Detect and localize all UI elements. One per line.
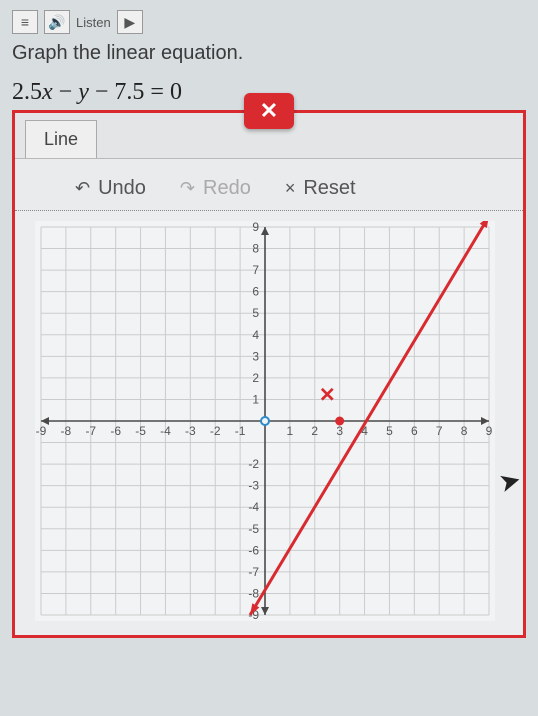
svg-text:9: 9: [252, 221, 259, 234]
svg-text:-6: -6: [248, 543, 259, 557]
cursor-icon: ➤: [496, 464, 525, 500]
svg-text:3: 3: [336, 424, 343, 438]
tab-line[interactable]: Line: [25, 120, 97, 158]
redo-icon: ↷: [180, 178, 195, 199]
redo-label: Redo: [203, 177, 251, 200]
graph-panel: ✕ Line ↶ Undo ↷ Redo × Reset -9-8-7-6-5-…: [12, 110, 526, 638]
coordinate-grid[interactable]: -9-8-7-6-5-4-3-2-1123456789-9-8-7-6-5-4-…: [35, 221, 495, 621]
svg-text:-9: -9: [36, 424, 47, 438]
svg-text:6: 6: [252, 285, 259, 299]
svg-text:8: 8: [252, 242, 259, 256]
svg-text:-3: -3: [185, 424, 196, 438]
svg-text:-3: -3: [248, 479, 259, 493]
toolbar: ↶ Undo ↷ Redo × Reset: [15, 159, 523, 211]
next-icon[interactable]: ▶: [117, 10, 143, 34]
svg-text:1: 1: [287, 424, 294, 438]
undo-icon: ↶: [75, 178, 90, 199]
eq: = 0: [144, 79, 182, 105]
reset-label: Reset: [303, 177, 355, 200]
svg-text:4: 4: [252, 328, 259, 342]
listen-label: Listen: [76, 15, 111, 30]
svg-text:6: 6: [411, 424, 418, 438]
svg-text:5: 5: [252, 306, 259, 320]
svg-text:-4: -4: [248, 500, 259, 514]
const: 7.5: [114, 79, 144, 105]
var-x: x: [42, 79, 53, 105]
svg-text:2: 2: [252, 371, 259, 385]
svg-text:✕: ✕: [319, 385, 336, 407]
svg-text:-7: -7: [85, 424, 96, 438]
svg-text:-8: -8: [248, 586, 259, 600]
coef1: 2.5: [12, 79, 42, 105]
svg-text:1: 1: [252, 392, 259, 406]
svg-text:-4: -4: [160, 424, 171, 438]
op1: −: [53, 79, 79, 105]
svg-text:-2: -2: [210, 424, 221, 438]
svg-text:-5: -5: [135, 424, 146, 438]
svg-text:-7: -7: [248, 565, 259, 579]
svg-text:3: 3: [252, 349, 259, 363]
svg-text:-1: -1: [235, 424, 246, 438]
reset-button[interactable]: × Reset: [285, 177, 356, 200]
error-badge: ✕: [244, 93, 294, 129]
svg-text:2: 2: [311, 424, 318, 438]
menu-icon[interactable]: ≡: [12, 10, 38, 34]
svg-text:-6: -6: [110, 424, 121, 438]
instruction-text: Graph the linear equation.: [12, 42, 526, 65]
svg-text:9: 9: [486, 424, 493, 438]
svg-text:-2: -2: [248, 457, 259, 471]
svg-text:7: 7: [252, 263, 259, 277]
speaker-icon[interactable]: 🔊: [44, 10, 70, 34]
op2: −: [89, 79, 115, 105]
redo-button[interactable]: ↷ Redo: [180, 177, 251, 200]
svg-text:5: 5: [386, 424, 393, 438]
reset-icon: ×: [285, 178, 296, 199]
undo-button[interactable]: ↶ Undo: [75, 177, 146, 200]
svg-text:7: 7: [436, 424, 443, 438]
top-strip: ≡ 🔊 Listen ▶: [12, 8, 526, 36]
undo-label: Undo: [98, 177, 146, 200]
svg-text:-5: -5: [248, 522, 259, 536]
svg-text:-8: -8: [61, 424, 72, 438]
graph-area[interactable]: -9-8-7-6-5-4-3-2-1123456789-9-8-7-6-5-4-…: [15, 211, 523, 635]
var-y: y: [78, 79, 89, 105]
svg-text:8: 8: [461, 424, 468, 438]
